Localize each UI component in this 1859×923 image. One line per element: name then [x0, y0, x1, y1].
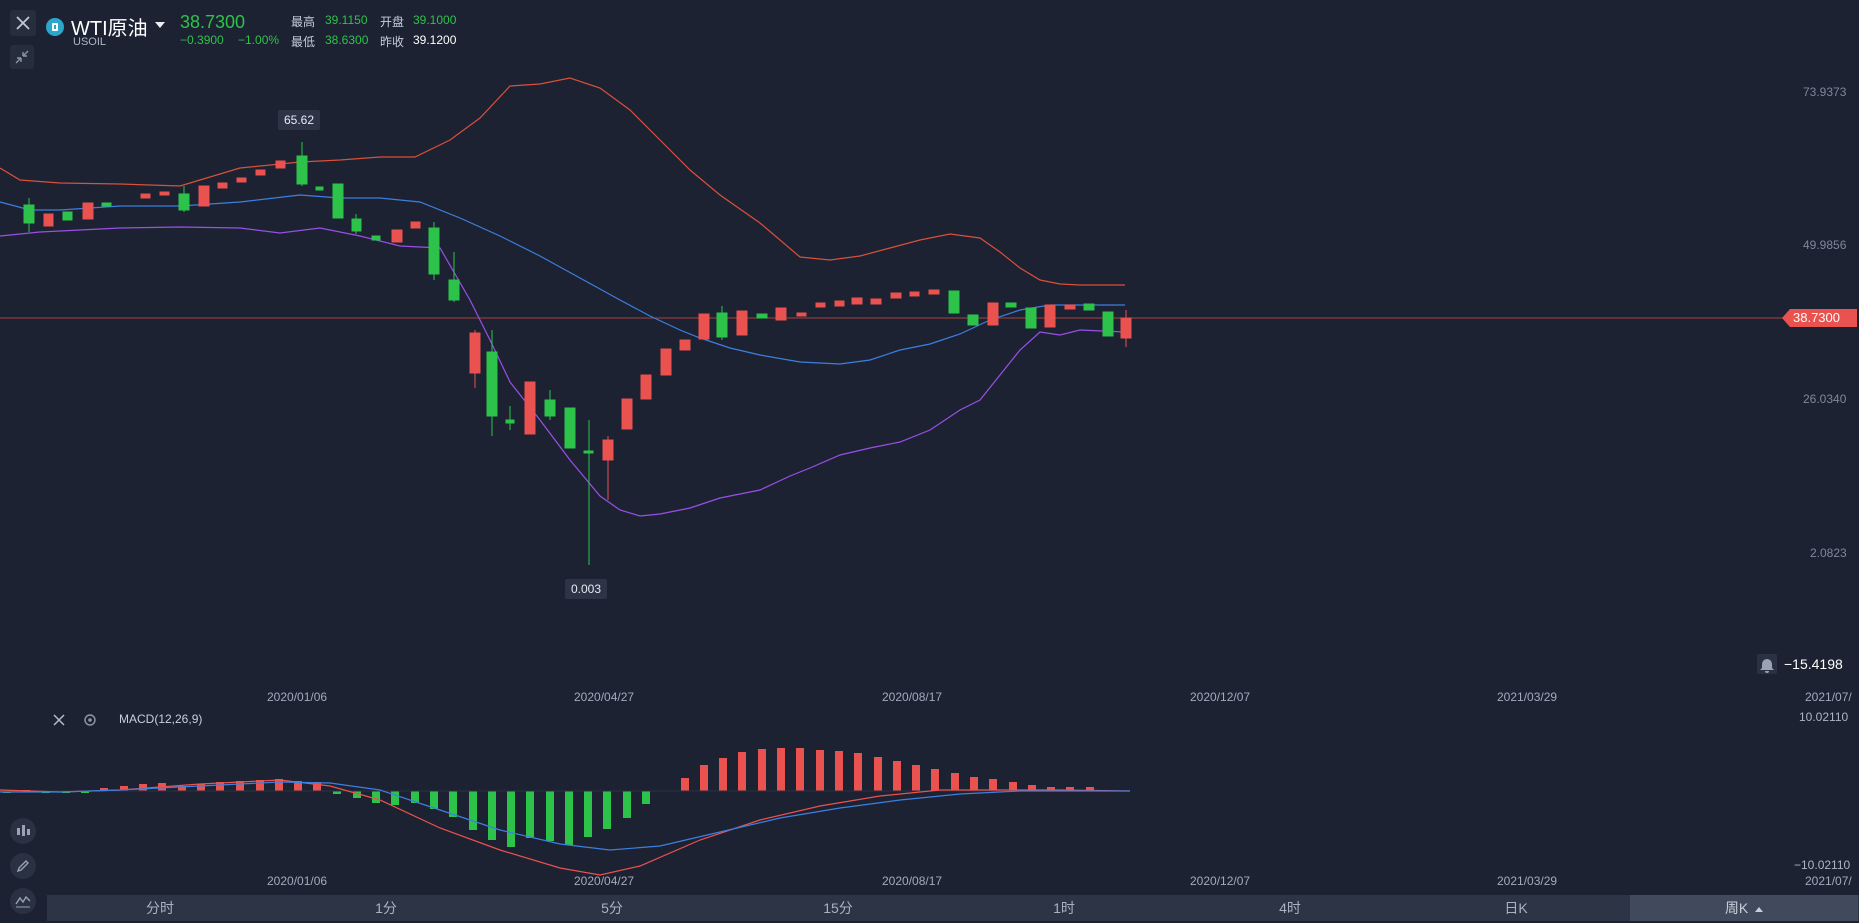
low-marker: 0.003: [565, 579, 608, 599]
price-change-pct: −1.00%: [238, 33, 280, 47]
chart-type-button[interactable]: [10, 818, 36, 844]
tab-1min[interactable]: 1分: [375, 900, 397, 916]
high-label: 最高: [291, 15, 316, 29]
low-value: 38.6300: [325, 33, 369, 47]
macd-positive-bars: [22, 748, 1094, 792]
tab-weekly-label: 周K: [1724, 900, 1749, 916]
high-value: 39.1150: [325, 13, 368, 27]
price-axis-label-1: 73.9373: [1803, 85, 1847, 99]
macd-close-button[interactable]: [52, 713, 66, 732]
chevron-down-icon: [154, 21, 165, 28]
macd-signal-line: [0, 779, 1131, 876]
candles-icon: [17, 825, 30, 836]
settings-icon: [84, 714, 96, 726]
macd-date-label-3: 2020/08/17: [882, 874, 943, 888]
tab-weekly[interactable]: 周K: [1629, 895, 1859, 921]
indicator-icon: [15, 895, 31, 908]
macd-date-label-2: 2020/04/27: [574, 874, 635, 888]
symbol-name: WTI原油: [71, 18, 148, 40]
symbol-logo-icon: [46, 17, 64, 36]
collapse-arrows-icon: [15, 50, 29, 64]
symbol-selector[interactable]: WTI原油: [46, 12, 165, 41]
close-chart-button[interactable]: [10, 10, 36, 36]
upper-band-line: [0, 77, 1125, 286]
tab-daily[interactable]: 日K: [1504, 900, 1528, 916]
alert-value: −15.4198: [1784, 656, 1843, 672]
open-value: 39.1000: [413, 13, 457, 27]
date-label-5: 2021/03/29: [1497, 690, 1558, 704]
symbol-code: USOIL: [73, 36, 107, 48]
prev-close-value: 39.1200: [413, 33, 457, 47]
low-label: 最低: [291, 35, 316, 49]
tab-15min[interactable]: 15分: [823, 900, 853, 916]
current-price-tag: [1782, 309, 1857, 327]
macd-negative-bars: [3, 791, 650, 847]
bell-icon: [1760, 659, 1774, 673]
active-tab-highlight: [1630, 895, 1858, 921]
price-axis-label-4: 2.0823: [1810, 546, 1847, 560]
indicator-button[interactable]: [10, 888, 36, 914]
open-label: 开盘: [380, 15, 405, 29]
macd-title: MACD(12,26,9): [119, 712, 203, 726]
macd-date-label-6: 2021/07/: [1805, 874, 1852, 888]
macd-line: [0, 781, 1130, 851]
close-icon: [16, 16, 30, 30]
price-axis-label-2: 49.9856: [1803, 238, 1847, 252]
macd-axis-top: 10.02110: [1799, 710, 1849, 724]
caret-up-icon: [1755, 906, 1764, 912]
macd-settings-button[interactable]: [83, 713, 97, 732]
high-marker: 65.62: [278, 110, 321, 130]
current-price: 38.7300: [180, 12, 246, 32]
close-icon: [53, 714, 65, 726]
tab-4hour[interactable]: 4时: [1279, 900, 1301, 916]
price-axis-label-3: 26.0340: [1803, 392, 1847, 406]
date-label-4: 2020/12/07: [1190, 690, 1251, 704]
candles: [23, 142, 1132, 565]
macd-date-label-1: 2020/01/06: [267, 874, 328, 888]
date-label-2: 2020/04/27: [574, 690, 635, 704]
tab-1hour[interactable]: 1时: [1053, 900, 1075, 916]
pencil-icon: [16, 860, 29, 873]
tab-fenshi[interactable]: 分时: [146, 900, 174, 916]
prev-close-label: 昨收: [380, 35, 405, 49]
alert-button: [1757, 654, 1777, 674]
macd-axis-bottom: −10.02110: [1794, 858, 1851, 872]
draw-tool-button[interactable]: [10, 853, 36, 879]
date-label-6: 2021/07/: [1805, 690, 1852, 704]
date-label-3: 2020/08/17: [882, 690, 943, 704]
timeframe-bar: [47, 895, 1859, 921]
lower-band-line: [0, 226, 1126, 517]
date-label-1: 2020/01/06: [267, 690, 328, 704]
current-price-tag-label: 38.7300: [1793, 310, 1840, 325]
collapse-button[interactable]: [10, 45, 34, 69]
price-change: −0.3900: [180, 33, 224, 47]
macd-date-label-4: 2020/12/07: [1190, 874, 1251, 888]
macd-date-label-5: 2021/03/29: [1497, 874, 1558, 888]
macd-chart[interactable]: [0, 720, 1859, 880]
ma-line: [0, 194, 1125, 365]
tab-5min[interactable]: 5分: [601, 900, 623, 916]
